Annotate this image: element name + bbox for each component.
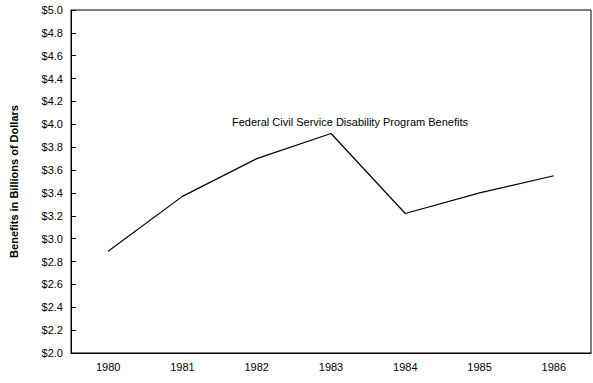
- svg-text:$4.2: $4.2: [42, 95, 63, 107]
- svg-text:1985: 1985: [467, 361, 491, 373]
- svg-text:$4.4: $4.4: [42, 73, 63, 85]
- svg-text:$2.6: $2.6: [42, 278, 63, 290]
- svg-text:Federal Civil Service Disabili: Federal Civil Service Disability Program…: [232, 116, 468, 128]
- svg-text:1982: 1982: [244, 361, 268, 373]
- svg-text:$3.2: $3.2: [42, 210, 63, 222]
- svg-text:$3.0: $3.0: [42, 233, 63, 245]
- svg-text:$3.4: $3.4: [42, 187, 63, 199]
- svg-text:$4.6: $4.6: [42, 50, 63, 62]
- svg-text:Benefits in Billions of Dollar: Benefits in Billions of Dollars: [8, 105, 20, 258]
- svg-text:$2.8: $2.8: [42, 256, 63, 268]
- svg-text:1984: 1984: [393, 361, 417, 373]
- svg-text:$5.0: $5.0: [42, 4, 63, 16]
- svg-text:$2.2: $2.2: [42, 324, 63, 336]
- svg-text:$4.0: $4.0: [42, 118, 63, 130]
- svg-text:1981: 1981: [170, 361, 194, 373]
- svg-text:1983: 1983: [319, 361, 343, 373]
- svg-text:$2.4: $2.4: [42, 301, 63, 313]
- svg-text:$4.8: $4.8: [42, 27, 63, 39]
- svg-text:1986: 1986: [542, 361, 566, 373]
- svg-text:$3.8: $3.8: [42, 141, 63, 153]
- svg-text:$2.0: $2.0: [42, 347, 63, 359]
- svg-text:$3.6: $3.6: [42, 164, 63, 176]
- svg-text:1980: 1980: [96, 361, 120, 373]
